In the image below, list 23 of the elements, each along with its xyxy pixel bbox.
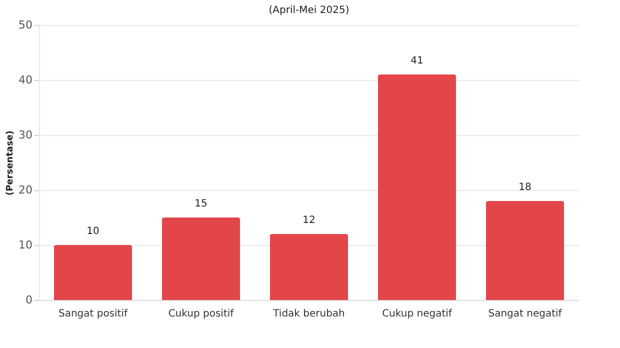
bar [270, 234, 348, 300]
y-tick-label: 0 [26, 294, 32, 306]
x-tick-label: Sangat positif [58, 308, 128, 320]
bar [54, 245, 132, 300]
x-tick-label: Cukup negatif [382, 308, 452, 320]
y-tick-label: 20 [18, 184, 32, 196]
data-label: 18 [518, 182, 532, 193]
bar [378, 74, 456, 300]
x-tick-label: Cukup positif [168, 308, 234, 320]
bar [162, 218, 240, 300]
y-tick-label: 50 [18, 18, 32, 32]
x-tick-label: Sangat negatif [488, 308, 562, 320]
data-label: 12 [302, 215, 316, 226]
x-tick-label: Tidak berubah [272, 308, 345, 320]
y-tick-label: 10 [18, 238, 32, 252]
data-label: 41 [410, 56, 424, 66]
y-tick-label: 30 [18, 128, 32, 142]
y-tick-label: 40 [18, 74, 32, 86]
bar [486, 201, 564, 300]
data-label: 10 [86, 226, 100, 237]
y-axis-title: (Persentase) [6, 130, 16, 196]
data-label: 15 [194, 198, 208, 210]
chart-subtitle: (April-Mei 2025) [268, 5, 350, 16]
